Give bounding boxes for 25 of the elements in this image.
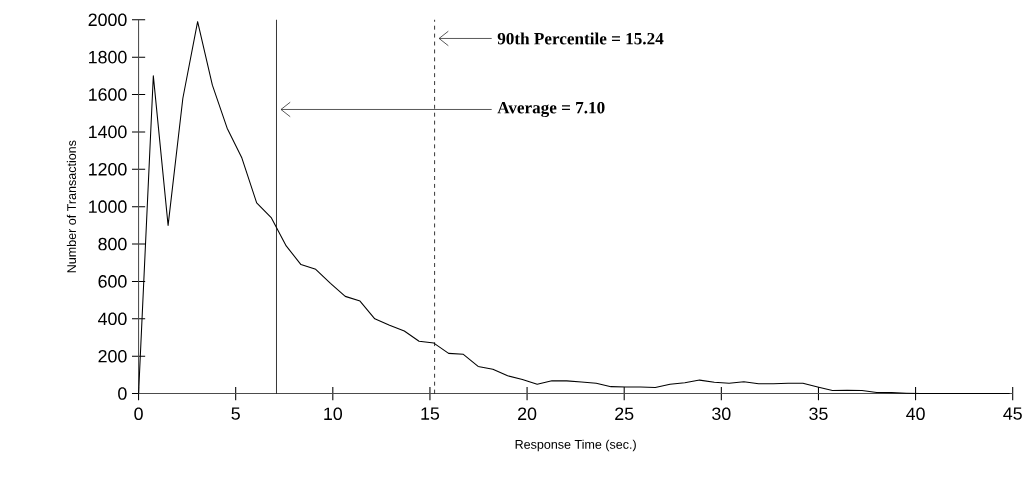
y-tick-label: 1000 [89, 200, 127, 213]
x-tick-label: 45 [1003, 407, 1022, 420]
y-tick-label: 800 [98, 237, 127, 251]
x-tick-label: 20 [518, 407, 537, 420]
x-tick-label: 5 [231, 407, 240, 420]
x-tick-label: 15 [421, 407, 440, 420]
x-tick-label: 10 [324, 407, 343, 420]
y-tick-label: 1200 [89, 162, 127, 176]
y-axis-title: Number of Transactions [66, 140, 77, 273]
x-tick-label: 30 [712, 407, 731, 420]
y-tick-label: 400 [98, 312, 127, 325]
x-axis-title: Response Time (sec.) [515, 439, 636, 452]
y-tick-label: 1600 [89, 88, 127, 101]
y-tick-label: 2000 [88, 13, 127, 26]
ref-line-label: 90th Percentile = 15.24 [497, 32, 664, 45]
ref-line-label: Average = 7.10 [497, 101, 605, 117]
y-tick-label: 600 [98, 274, 127, 288]
y-tick-label: 0 [118, 387, 127, 400]
x-tick-label: 40 [906, 407, 925, 420]
y-tick-label: 200 [98, 349, 127, 363]
y-tick-label: 1400 [89, 125, 127, 138]
x-tick-label: 25 [615, 407, 634, 420]
y-tick-label: 1800 [89, 50, 127, 64]
x-tick-label: 0 [134, 407, 143, 420]
x-tick-label: 35 [809, 407, 828, 420]
